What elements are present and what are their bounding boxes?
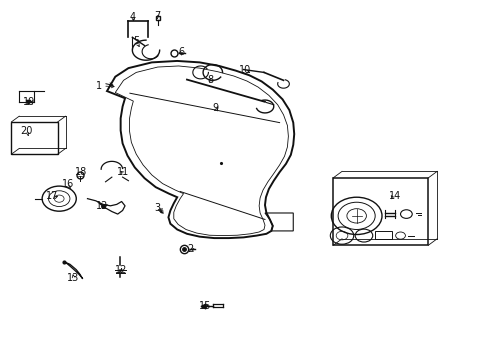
Text: 10: 10 [239, 64, 251, 75]
Text: 3: 3 [154, 203, 161, 213]
Text: 8: 8 [207, 75, 213, 85]
Text: 19: 19 [23, 97, 35, 107]
Text: 11: 11 [117, 167, 129, 177]
Text: 5: 5 [133, 36, 139, 46]
Text: 12: 12 [115, 265, 127, 275]
Bar [374, 231, 391, 239]
Text: 15: 15 [199, 301, 211, 311]
Text: 17: 17 [45, 191, 58, 201]
Text: 16: 16 [62, 179, 74, 189]
Text: 2: 2 [187, 244, 194, 254]
Text: 4: 4 [129, 12, 135, 22]
Bar [332, 178, 427, 245]
Bar [11, 122, 58, 154]
Text: 9: 9 [212, 103, 218, 113]
Text: 1: 1 [96, 81, 102, 91]
Text: 18: 18 [75, 167, 87, 177]
Text: 20: 20 [20, 126, 32, 135]
Text: 14: 14 [388, 191, 400, 201]
Text: 12: 12 [96, 201, 108, 211]
Text: 13: 13 [66, 273, 79, 283]
Text: 7: 7 [154, 11, 161, 21]
Text: 6: 6 [178, 46, 184, 57]
